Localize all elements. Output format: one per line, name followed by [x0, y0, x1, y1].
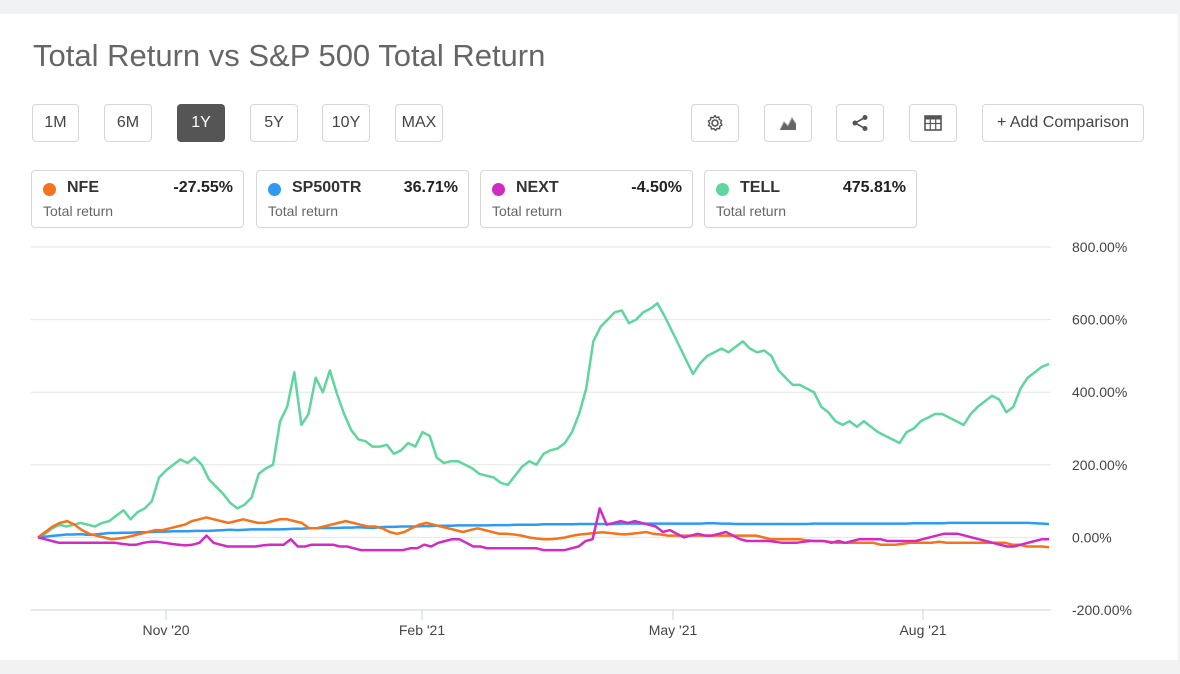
y-tick-label: -200.00%: [1072, 602, 1132, 618]
legend-subtitle: Total return: [716, 203, 787, 219]
legend-value: -4.50%: [631, 179, 682, 196]
x-tick-label: Aug '21: [899, 622, 946, 638]
range-1m-button[interactable]: 1M: [32, 104, 79, 142]
legend-card-next[interactable]: NEXT -4.50% Total return: [480, 170, 693, 228]
legend-symbol: TELL: [740, 179, 780, 196]
legend-symbol: NEXT: [516, 179, 559, 196]
legend-symbol: NFE: [67, 179, 99, 196]
legend-dot-next: [492, 183, 505, 196]
legend-dot-tell: [716, 183, 729, 196]
range-5y-button[interactable]: 5Y: [250, 104, 298, 142]
chart-type-button[interactable]: [764, 104, 812, 142]
x-tick-label: Nov '20: [142, 622, 189, 638]
share-button[interactable]: [836, 104, 884, 142]
legend-value: -27.55%: [173, 179, 233, 196]
legend-dot-sp500tr: [268, 183, 281, 196]
y-tick-label: 0.00%: [1072, 529, 1112, 545]
series-line-next[interactable]: [37, 507, 1049, 552]
legend-subtitle: Total return: [268, 203, 339, 219]
x-tick-label: May '21: [649, 622, 698, 638]
table-view-button[interactable]: [909, 104, 957, 142]
legend-subtitle: Total return: [43, 203, 114, 219]
y-tick-label: 200.00%: [1072, 457, 1127, 473]
legend-value: 36.71%: [403, 179, 458, 196]
y-tick-label: 400.00%: [1072, 384, 1127, 400]
series-line-nfe[interactable]: [37, 516, 1050, 549]
range-10y-button[interactable]: 10Y: [322, 104, 370, 142]
range-1y-button[interactable]: 1Y: [177, 104, 225, 142]
page-title: Total Return vs S&P 500 Total Return: [33, 38, 546, 73]
table-icon: [924, 115, 942, 131]
range-6m-button[interactable]: 6M: [104, 104, 152, 142]
legend-dot-nfe: [43, 183, 56, 196]
y-tick-label: 600.00%: [1072, 312, 1127, 328]
share-icon: [852, 115, 868, 131]
settings-button[interactable]: [691, 104, 739, 142]
add-comparison-button[interactable]: + Add Comparison: [982, 104, 1144, 142]
legend-card-sp500tr[interactable]: SP500TR 36.71% Total return: [256, 170, 469, 228]
series-line-sp500tr[interactable]: [37, 521, 1050, 539]
range-max-button[interactable]: MAX: [395, 104, 443, 142]
legend-card-tell[interactable]: TELL 475.81% Total return: [704, 170, 917, 228]
gear-icon: [707, 114, 723, 132]
series-line-tell[interactable]: [37, 302, 1050, 539]
legend-card-nfe[interactable]: NFE -27.55% Total return: [31, 170, 244, 228]
legend-value: 475.81%: [842, 179, 906, 196]
legend-subtitle: Total return: [492, 203, 563, 219]
legend-symbol: SP500TR: [292, 179, 362, 196]
y-tick-label: 800.00%: [1072, 239, 1127, 255]
area-chart-icon: [779, 117, 797, 131]
x-tick-label: Feb '21: [399, 622, 445, 638]
